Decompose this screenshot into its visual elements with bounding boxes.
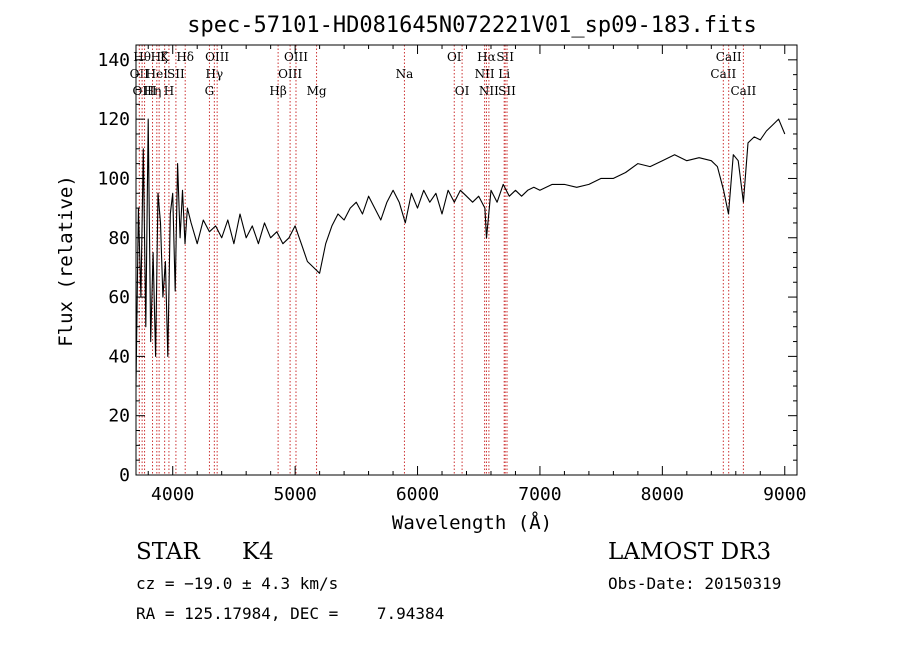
line-label-17: Na [396,67,414,81]
line-label-22: NII [479,84,499,98]
line-label-20: NII [475,67,495,81]
line-label-16: Mg [307,84,327,98]
line-label-5: Hζ [151,50,168,64]
spectral-line-markers: OIIHθOIIIHηHeIHζKHSIIHδGHγOIIIHβOIIIOIII… [130,45,757,475]
y-axis-label: Flux (relative) [55,175,77,347]
object-subclass: K4 [242,539,274,565]
y-tick-label-60: 60 [108,287,130,308]
x-axis-ticks: 4000 5000 6000 7000 8000 9000 [147,45,806,505]
coordinates: RA = 125.17984, DEC = 7.94384 [136,604,445,623]
x-tick-label-8000: 8000 [641,484,684,505]
y-tick-label-120: 120 [97,109,130,130]
line-label-27: CaII [716,50,742,64]
line-label-19: OI [455,84,470,98]
x-axis-label: Wavelength (Å) [392,511,552,534]
x-tick-label-6000: 6000 [396,484,439,505]
chart-title: spec-57101-HD081645N072221V01_sp09-183.f… [187,13,757,38]
line-label-14: OIII [278,67,302,81]
line-label-23: Li [498,67,510,81]
line-label-6: K [160,50,170,64]
line-label-21: Hα [477,50,496,64]
y-tick-label-20: 20 [108,406,130,427]
line-label-7: H [164,84,174,98]
line-label-8: SII [167,67,185,81]
line-label-11: Hγ [206,67,224,81]
line-label-2: OIII [133,84,157,98]
line-label-9: Hδ [176,50,194,64]
x-tick-label-5000: 5000 [273,484,316,505]
redshift-velocity: cz = −19.0 ± 4.3 km/s [136,574,339,593]
line-label-24: SII [496,50,514,64]
x-tick-label-7000: 7000 [518,484,561,505]
line-label-4: HeI [146,67,169,81]
line-label-13: Hβ [269,84,286,98]
plot-frame [135,44,798,476]
observation-date: Obs-Date: 20150319 [608,574,782,593]
object-class: STAR [136,539,200,565]
flux-series [135,118,786,387]
y-tick-label-80: 80 [108,228,130,249]
line-label-26: CaII [710,67,736,81]
y-tick-label-100: 100 [97,168,130,189]
line-label-1: Hθ [133,50,151,64]
line-label-25: SII [498,84,516,98]
y-tick-label-0: 0 [119,465,130,486]
line-label-18: OI [447,50,462,64]
y-tick-label-140: 140 [97,50,130,71]
y-axis-ticks: 0 20 40 60 80 100 120 140 [97,44,797,486]
survey-name: LAMOST DR3 [608,539,772,565]
series-line-flux [135,118,786,387]
y-tick-label-40: 40 [108,346,130,367]
x-tick-label-9000: 9000 [763,484,806,505]
x-tick-label-4000: 4000 [151,484,194,505]
line-label-10: G [205,84,215,98]
line-label-15: OIII [284,50,308,64]
line-label-28: CaII [730,84,756,98]
line-label-12: OIII [205,50,229,64]
